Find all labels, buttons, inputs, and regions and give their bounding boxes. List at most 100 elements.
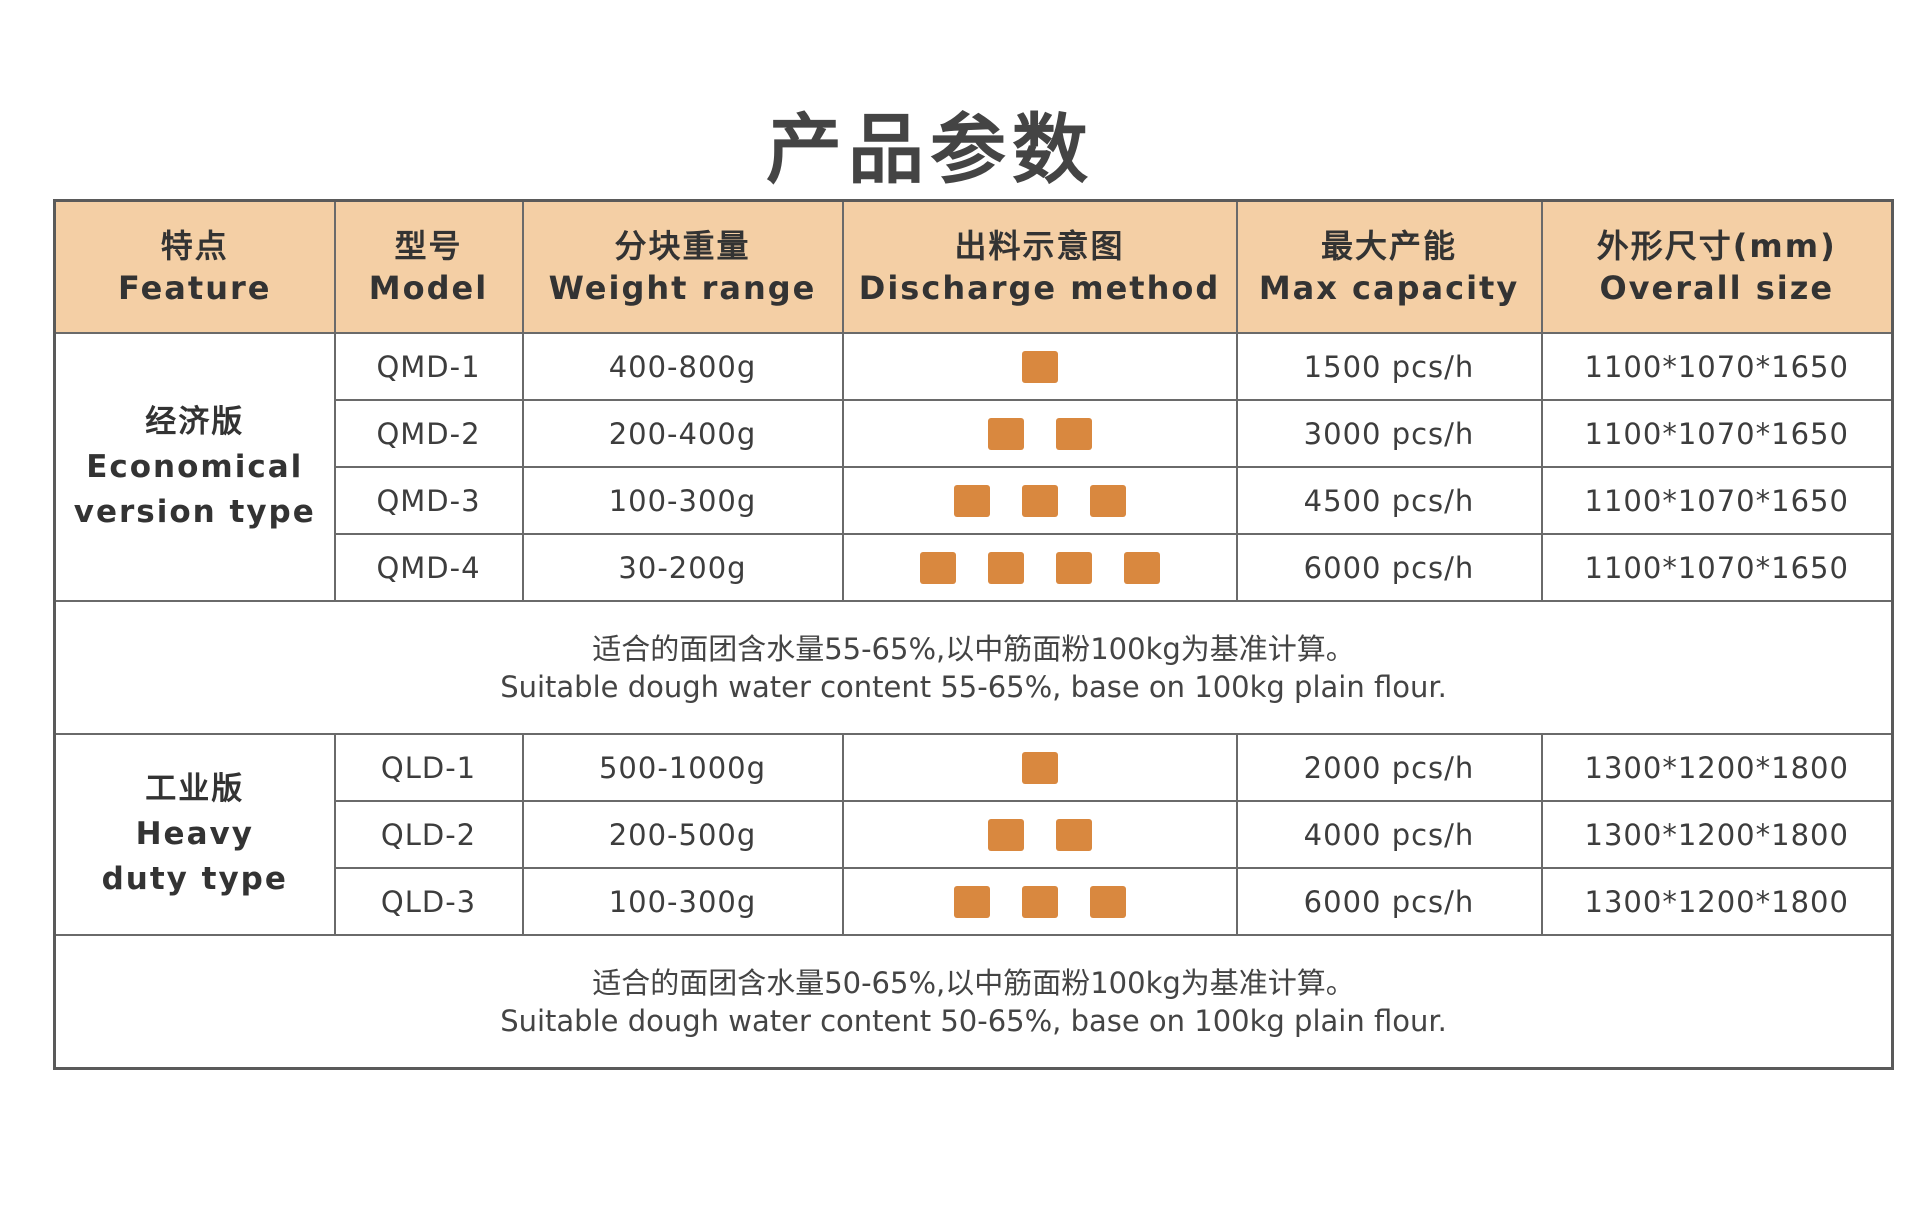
header-weight-en: Weight range bbox=[548, 269, 817, 307]
discharge-icons bbox=[844, 350, 1236, 383]
note-en: Suitable dough water content 55-65%, bas… bbox=[500, 669, 1447, 704]
note-cell-heavy-duty: 适合的面团含水量50-65%,以中筋面粉100kg为基准计算。 Suitable… bbox=[53, 934, 1894, 1070]
weight-cell: 100-300g bbox=[521, 466, 844, 535]
dough-piece-icon bbox=[987, 417, 1024, 450]
model-cell: QLD-1 bbox=[333, 733, 524, 802]
discharge-cell bbox=[841, 867, 1238, 936]
size-cell: 1300*1200*1800 bbox=[1540, 800, 1894, 869]
header-row: 特点 Feature 型号 Model 分块重量 Weight range 出料… bbox=[53, 199, 1894, 334]
discharge-icons bbox=[844, 751, 1236, 784]
page-title: 产品参数 bbox=[766, 105, 1094, 194]
capacity-cell: 3000 pcs/h bbox=[1235, 399, 1543, 468]
dough-piece-icon bbox=[953, 484, 990, 517]
header-capacity-zh: 最大产能 bbox=[1320, 227, 1457, 265]
capacity-cell: 2000 pcs/h bbox=[1235, 733, 1543, 802]
feature-cell-economical: 经济版 Economical version type bbox=[53, 332, 336, 602]
note-row: 适合的面团含水量55-65%,以中筋面粉100kg为基准计算。 Suitable… bbox=[53, 600, 1894, 735]
discharge-cell bbox=[841, 399, 1238, 468]
capacity-cell: 1500 pcs/h bbox=[1235, 332, 1543, 401]
dough-piece-icon bbox=[1021, 350, 1058, 383]
discharge-icons bbox=[844, 818, 1236, 851]
header-model-en: Model bbox=[368, 269, 489, 307]
table-row: QLD-3 100-300g 6000 pcs/h 1300*1200*1800 bbox=[55, 867, 1894, 936]
header-feature-en: Feature bbox=[118, 269, 272, 307]
header-size-zh: 外形尺寸(mm) bbox=[1596, 227, 1837, 265]
table-row: QLD-2 200-500g 4000 pcs/h 1300*1200*1800 bbox=[55, 800, 1894, 869]
header-capacity-en: Max capacity bbox=[1258, 269, 1520, 307]
dough-piece-icon bbox=[1021, 484, 1058, 517]
weight-cell: 30-200g bbox=[521, 533, 844, 602]
header-weight-zh: 分块重量 bbox=[614, 227, 751, 265]
capacity-cell: 6000 pcs/h bbox=[1235, 533, 1543, 602]
spec-table: 特点 Feature 型号 Model 分块重量 Weight range 出料… bbox=[53, 199, 1894, 1070]
header-feature-zh: 特点 bbox=[160, 227, 229, 265]
weight-cell: 100-300g bbox=[521, 867, 844, 936]
table-row: QMD-3 100-300g 4500 pcs/h 1100*1070*1650 bbox=[55, 466, 1894, 535]
table-row: QMD-4 30-200g 6000 pcs/h 1100*1070*1650 bbox=[55, 533, 1894, 602]
dough-piece-icon bbox=[1055, 417, 1092, 450]
model-cell: QMD-2 bbox=[333, 399, 524, 468]
model-cell: QMD-4 bbox=[333, 533, 524, 602]
note-zh: 适合的面团含水量55-65%,以中筋面粉100kg为基准计算。 bbox=[592, 631, 1355, 666]
discharge-cell bbox=[841, 466, 1238, 535]
header-size-en: Overall size bbox=[1599, 269, 1835, 307]
size-cell: 1100*1070*1650 bbox=[1540, 399, 1894, 468]
header-discharge-zh: 出料示意图 bbox=[954, 227, 1125, 265]
feature-en-line1: Economical bbox=[86, 448, 304, 485]
weight-cell: 200-500g bbox=[521, 800, 844, 869]
note-cell-economical: 适合的面团含水量55-65%,以中筋面粉100kg为基准计算。 Suitable… bbox=[53, 600, 1894, 735]
weight-cell: 400-800g bbox=[521, 332, 844, 401]
note-zh: 适合的面团含水量50-65%,以中筋面粉100kg为基准计算。 bbox=[592, 965, 1355, 1000]
feature-cell-heavy-duty: 工业版 Heavy duty type bbox=[53, 733, 336, 936]
header-capacity: 最大产能 Max capacity bbox=[1235, 199, 1543, 334]
weight-cell: 500-1000g bbox=[521, 733, 844, 802]
dough-piece-icon bbox=[1123, 551, 1160, 584]
header-model: 型号 Model bbox=[333, 199, 524, 334]
discharge-icons bbox=[844, 417, 1236, 450]
header-feature: 特点 Feature bbox=[53, 199, 336, 334]
capacity-cell: 6000 pcs/h bbox=[1235, 867, 1543, 936]
dough-piece-icon bbox=[1055, 818, 1092, 851]
dough-piece-icon bbox=[987, 551, 1024, 584]
feature-en-line2: duty type bbox=[101, 861, 288, 897]
model-cell: QLD-3 bbox=[333, 867, 524, 936]
size-cell: 1100*1070*1650 bbox=[1540, 332, 1894, 401]
table-row: 经济版 Economical version type QMD-1 400-80… bbox=[53, 332, 1894, 602]
feature-en-line2: version type bbox=[73, 493, 316, 530]
feature-en-line1: Heavy bbox=[135, 816, 254, 852]
size-cell: 1300*1200*1800 bbox=[1540, 733, 1894, 802]
feature-zh: 经济版 bbox=[145, 403, 245, 440]
note-en: Suitable dough water content 50-65%, bas… bbox=[500, 1003, 1447, 1038]
table-row: QMD-2 200-400g 3000 pcs/h 1100*1070*1650 bbox=[55, 399, 1894, 468]
header-weight: 分块重量 Weight range bbox=[521, 199, 844, 334]
discharge-icons bbox=[844, 551, 1236, 584]
discharge-cell bbox=[841, 733, 1238, 802]
header-discharge-en: Discharge method bbox=[858, 269, 1221, 307]
weight-cell: 200-400g bbox=[521, 399, 844, 468]
dough-piece-icon bbox=[1021, 751, 1058, 784]
size-cell: 1100*1070*1650 bbox=[1540, 533, 1894, 602]
dough-piece-icon bbox=[1055, 551, 1092, 584]
dough-piece-icon bbox=[1089, 484, 1126, 517]
model-cell: QMD-3 bbox=[333, 466, 524, 535]
size-cell: 1100*1070*1650 bbox=[1540, 466, 1894, 535]
capacity-cell: 4500 pcs/h bbox=[1235, 466, 1543, 535]
feature-zh: 工业版 bbox=[145, 771, 245, 807]
header-discharge: 出料示意图 Discharge method bbox=[841, 199, 1238, 334]
discharge-cell bbox=[841, 332, 1238, 401]
size-cell: 1300*1200*1800 bbox=[1540, 867, 1894, 936]
model-cell: QMD-1 bbox=[333, 332, 524, 401]
note-row: 适合的面团含水量50-65%,以中筋面粉100kg为基准计算。 Suitable… bbox=[53, 934, 1894, 1070]
dough-piece-icon bbox=[1021, 885, 1058, 918]
model-cell: QLD-2 bbox=[333, 800, 524, 869]
discharge-icons bbox=[844, 484, 1236, 517]
dough-piece-icon bbox=[987, 818, 1024, 851]
dough-piece-icon bbox=[919, 551, 956, 584]
dough-piece-icon bbox=[953, 885, 990, 918]
discharge-cell bbox=[841, 533, 1238, 602]
discharge-cell bbox=[841, 800, 1238, 869]
header-model-zh: 型号 bbox=[394, 227, 463, 265]
dough-piece-icon bbox=[1089, 885, 1126, 918]
table-row: 工业版 Heavy duty type QLD-1 500-1000g 2000… bbox=[53, 733, 1894, 936]
capacity-cell: 4000 pcs/h bbox=[1235, 800, 1543, 869]
